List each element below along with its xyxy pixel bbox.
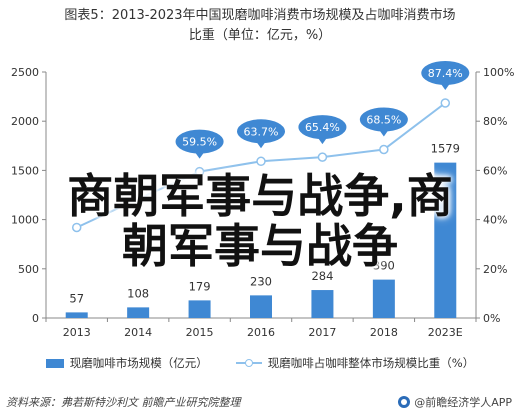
bar [372,279,395,318]
bar-data-label: 57 [69,291,84,305]
y-left-tick-label: 1000 [11,214,39,227]
bar [250,295,272,318]
ratio-data-label: 68.5% [366,113,401,126]
bar [65,312,88,318]
ratio-data-label: 65.4% [305,121,340,134]
y-left-tick-label: 0 [32,312,39,325]
ratio-bubble [175,129,224,154]
bar-data-label: 1579 [431,142,460,156]
x-tick-label: 2016 [247,326,275,339]
ratio-point [133,194,143,204]
bar [311,290,334,318]
y-right-tick-label: 60% [483,164,507,177]
chart-title: 图表5：2013-2023年中国现磨咖啡消费市场规模及占咖啡消费市场 比重（单位… [0,6,520,46]
y-left-tick-label: 2000 [11,115,39,128]
bar [127,307,150,318]
ratio-bubble [359,107,408,132]
y-right-tick-label: 40% [483,214,507,227]
y-left-tick-label: 2500 [11,66,39,79]
legend-item-bar: 现磨咖啡市场规模（亿元） [45,355,208,371]
x-tick-label: 2017 [308,326,336,339]
ratio-point [440,98,451,108]
ratio-bubble-pointer [378,129,389,137]
brand-mark: @前瞻经济学人APP [398,394,512,410]
brand-logo-icon [398,396,411,408]
x-tick-label: 2013 [63,326,91,339]
overlay-text-line2: 朝军事与战争 [122,219,398,273]
chart-title-line2: 比重（单位：亿元，%） [188,28,332,43]
overlay-text-line1: 商朝军事与战争,商 [67,169,453,223]
ratio-point [379,144,389,155]
ratio-point [71,222,82,233]
ratio-bubble-pointer [440,82,451,90]
bar-data-label: 230 [250,274,272,288]
ratio-bubble [298,115,347,140]
ratio-bubble-pointer [256,141,266,149]
legend-bar-label: 现磨咖啡市场规模（亿元） [69,356,208,370]
x-tick-label: 2015 [186,326,214,339]
ratio-point [317,152,328,162]
y-left-tick-label: 500 [18,263,39,276]
x-tick-label: 2014 [124,326,152,339]
bar [434,162,457,318]
ratio-data-label: 59.5% [182,136,217,149]
y-right-tick-label: 100% [483,66,514,79]
footer: 资料来源：弗若斯特沙利文 前瞻产业研究院整理 @前瞻经济学人APP [0,388,520,416]
y-right-tick-label: 80% [483,115,507,128]
legend-line-label: 现磨咖啡占咖啡整体市场规模比重（%） [267,356,475,370]
ratio-bubble-pointer [317,137,328,145]
legend-item-line: 现磨咖啡占咖啡整体市场规模比重（%） [235,355,475,371]
chart-legend: 现磨咖啡市场规模（亿元） 现磨咖啡占咖啡整体市场规模比重（%） [0,355,520,371]
x-tick-label: 2018 [370,326,398,339]
y-left-tick-label: 1500 [11,164,39,177]
source-note: 资料来源：弗若斯特沙利文 前瞻产业研究院整理 [6,396,241,409]
ratio-data-label: 63.7% [244,125,279,138]
y-right-tick-label: 0% [483,312,500,325]
bar-data-label: 390 [373,259,395,273]
chart-title-line1: 图表5：2013-2023年中国现磨咖啡消费市场规模及占咖啡消费市场 [64,8,456,23]
ratio-bubble [237,119,285,144]
ratio-point [256,156,266,167]
bar [188,300,211,318]
brand-label: @前瞻经济学人APP [414,396,512,409]
legend-line-swatch [235,358,262,368]
legend-bar-swatch [45,358,64,368]
bar-data-label: 108 [127,286,149,300]
x-tick-label: 2023E [428,326,463,339]
y-right-tick-label: 20% [483,263,507,276]
ratio-data-label: 87.4% [428,67,463,80]
ratio-bubble [421,60,470,85]
bar-data-label: 179 [189,279,211,293]
ratio-point [194,166,205,177]
bar-data-label: 284 [311,269,333,283]
ratio-bubble-pointer [194,151,205,159]
